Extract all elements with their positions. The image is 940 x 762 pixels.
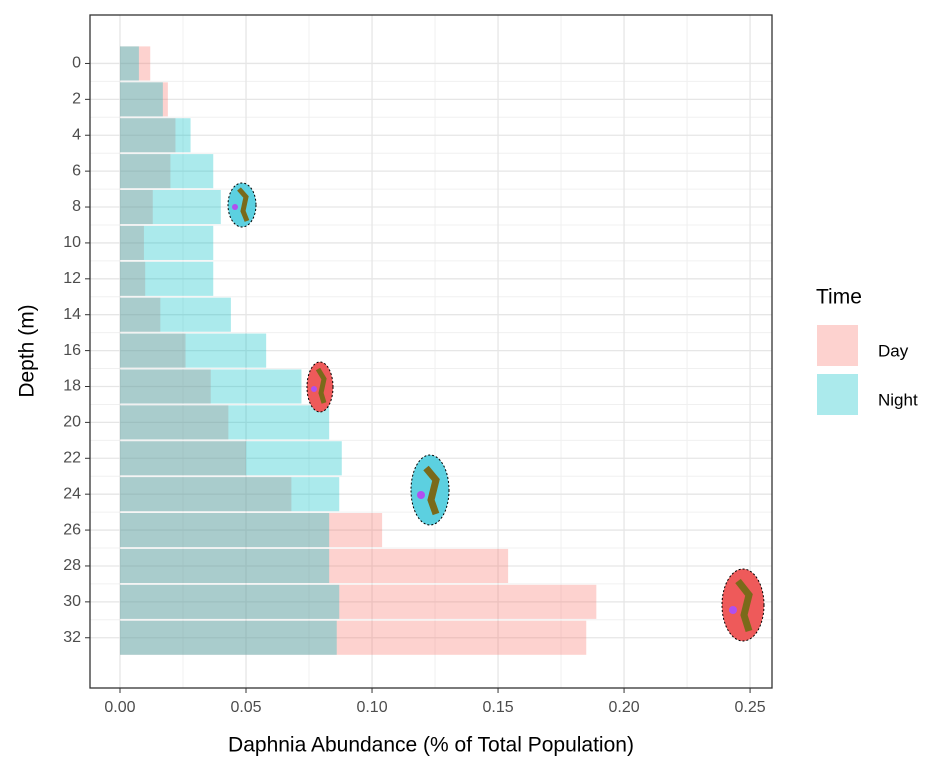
x-tick-label: 0.00: [104, 699, 135, 716]
bar: [120, 82, 163, 116]
x-tick-label: 0.15: [482, 699, 513, 716]
y-tick-label: 4: [72, 126, 81, 143]
x-tick-label: 0.25: [735, 699, 766, 716]
legend-label: Day: [878, 341, 909, 360]
legend-key: [817, 325, 858, 366]
y-tick-label: 32: [63, 629, 81, 646]
legend-title: Time: [816, 286, 862, 309]
bar: [120, 298, 231, 332]
y-tick-label: 30: [63, 593, 81, 610]
bar: [120, 262, 213, 296]
chart: Daphnia Abundance (% of Total Population…: [0, 0, 940, 762]
legend-label: Night: [878, 390, 918, 409]
bar: [120, 118, 191, 152]
bar: [120, 585, 339, 619]
y-tick-label: 12: [63, 270, 81, 287]
bar: [120, 334, 266, 368]
x-tick-label: 0.10: [356, 699, 387, 716]
y-tick-label: 24: [63, 485, 81, 502]
y-tick-label: 2: [72, 91, 81, 108]
bar: [120, 513, 329, 547]
bar: [120, 369, 301, 403]
bar: [120, 226, 213, 260]
x-tick-label: 0.05: [230, 699, 261, 716]
y-tick-label: 16: [63, 342, 81, 359]
x-tick-label: 0.20: [608, 699, 639, 716]
bar: [120, 190, 221, 224]
bar: [120, 46, 139, 80]
y-tick-label: 0: [72, 55, 81, 72]
y-tick-label: 14: [63, 306, 81, 323]
legend-key: [817, 374, 858, 415]
y-axis-title: Depth (m): [16, 304, 39, 397]
bar: [120, 477, 339, 511]
y-tick-label: 22: [63, 450, 81, 467]
bar: [120, 441, 342, 475]
bar: [120, 621, 337, 655]
y-tick-label: 20: [63, 414, 81, 431]
y-tick-label: 28: [63, 557, 81, 574]
bar: [120, 549, 329, 583]
x-axis-title: Daphnia Abundance (% of Total Population…: [228, 734, 634, 757]
bar: [120, 405, 329, 439]
y-tick-label: 18: [63, 378, 81, 395]
bar: [120, 154, 213, 188]
y-tick-label: 6: [72, 162, 81, 179]
y-tick-label: 8: [72, 198, 81, 215]
y-tick-label: 26: [63, 521, 81, 538]
y-tick-label: 10: [63, 234, 81, 251]
